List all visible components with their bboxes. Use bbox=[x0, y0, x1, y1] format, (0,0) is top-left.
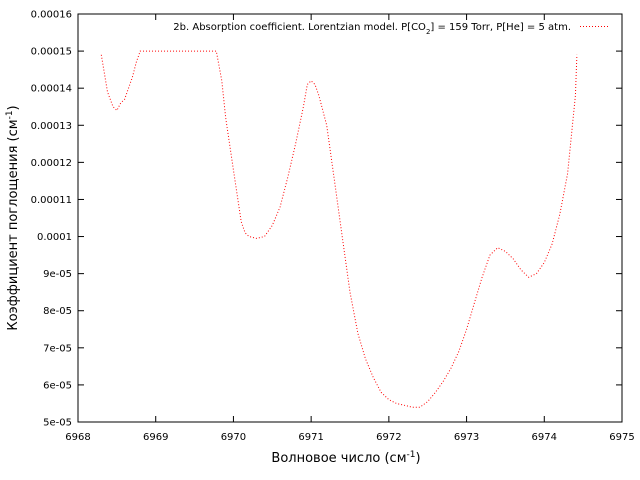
series-layer bbox=[100, 50, 578, 408]
x-tick-label: 6974 bbox=[532, 432, 557, 443]
y-tick-label: 9e-05 bbox=[43, 269, 72, 280]
y-tick-label: 0.0001 bbox=[37, 232, 72, 243]
y-tick-label: 5e-05 bbox=[43, 418, 72, 429]
plot-frame bbox=[77, 13, 623, 423]
y-tick-label: 0.00014 bbox=[31, 84, 72, 95]
x-tick-label: 6973 bbox=[454, 432, 479, 443]
legend: 2b. Absorption coefficient. Lorentzian m… bbox=[173, 22, 608, 36]
y-tick-label: 0.00011 bbox=[31, 195, 72, 206]
legend-label: 2b. Absorption coefficient. Lorentzian m… bbox=[173, 22, 571, 36]
series-line bbox=[100, 50, 578, 408]
x-axis-label: Волновое число (см-1) bbox=[271, 450, 420, 466]
y-tick-label: 0.00012 bbox=[31, 158, 72, 169]
x-tick-label: 6971 bbox=[298, 432, 323, 443]
y-tick-label: 7e-05 bbox=[43, 343, 72, 354]
x-tick-label: 6969 bbox=[143, 432, 168, 443]
y-tick-label: 0.00016 bbox=[31, 10, 72, 21]
x-tick-label: 6975 bbox=[609, 432, 634, 443]
y-tick-label: 0.00015 bbox=[31, 47, 72, 58]
y-axis-ticks: 5e-05 6e-05 7e-05 8e-05 9e-05 0.0001 0.00011 0.… bbox=[31, 10, 622, 429]
x-tick-label: 6968 bbox=[65, 432, 90, 443]
y-tick-label: 6e-05 bbox=[43, 380, 72, 391]
y-axis-label: Коэффициент поглощения (см-1) bbox=[5, 105, 21, 330]
x-tick-label: 6970 bbox=[221, 432, 246, 443]
y-tick-label: 8e-05 bbox=[43, 306, 72, 317]
x-axis-ticks: 6968 6969 6970 6971 6972 6973 6974 6975 bbox=[65, 14, 635, 443]
x-tick-label: 6972 bbox=[376, 432, 401, 443]
y-tick-label: 0.00013 bbox=[31, 121, 72, 132]
